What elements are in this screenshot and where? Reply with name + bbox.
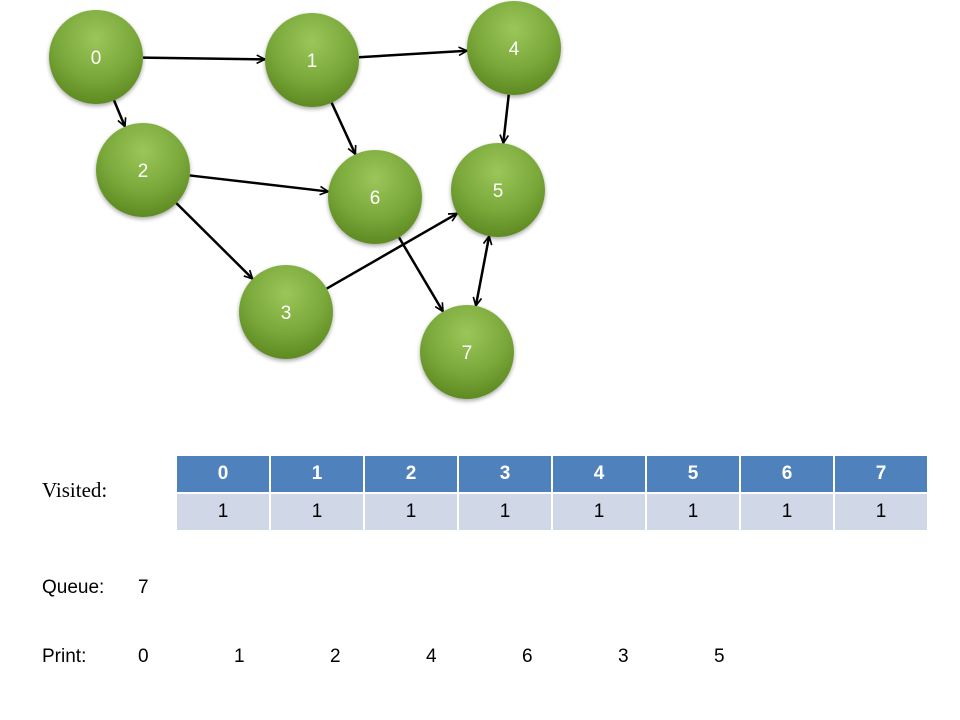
node-circle [451, 143, 545, 237]
visited-header-cell: 4 [551, 456, 646, 494]
edge-3-5 [326, 212, 458, 290]
edge-4-5 [503, 94, 510, 144]
visited-header-cell: 1 [269, 456, 364, 494]
print-item: 5 [714, 646, 725, 667]
print-item: 4 [426, 646, 437, 667]
queue-value: 7 [138, 577, 149, 598]
visited-header-cell: 5 [645, 456, 740, 494]
print-item: 3 [618, 646, 629, 667]
print-item: 6 [522, 646, 533, 667]
visited-value-cell: 1 [833, 493, 927, 530]
visited-value-cell: 1 [739, 493, 834, 530]
edge-2-3 [175, 202, 252, 279]
node-0: 0 [49, 10, 143, 104]
node-3: 3 [239, 265, 333, 359]
node-circle [265, 13, 359, 107]
print-item: 2 [330, 646, 341, 667]
edge-1-4 [358, 51, 467, 59]
visited-value-row: 1 1 1 1 1 1 1 1 [177, 493, 927, 530]
visited-value-cell: 1 [363, 493, 458, 530]
visited-value-cell: 1 [551, 493, 646, 530]
visited-header-cell: 3 [457, 456, 552, 494]
node-label: 3 [281, 303, 292, 324]
edge-7-5 [476, 236, 489, 306]
node-circle [96, 123, 190, 217]
visited-label: Visited: [42, 478, 108, 502]
node-circle [420, 305, 514, 399]
node-1: 1 [265, 13, 359, 107]
edge-1-6 [330, 102, 356, 155]
visited-header-cell: 7 [833, 456, 927, 494]
node-4: 4 [467, 1, 561, 95]
print-item: 0 [138, 646, 149, 667]
visited-header-cell: 2 [363, 456, 458, 494]
visited-header-cell: 0 [177, 456, 270, 494]
edge-6-7 [397, 236, 445, 311]
node-label: 1 [307, 51, 318, 72]
node-label: 4 [509, 39, 520, 60]
visited-header-cell: 6 [739, 456, 834, 494]
edge-0-2 [112, 99, 125, 126]
visited-value-cell: 1 [177, 493, 270, 530]
node-circle [467, 1, 561, 95]
visited-value-cell: 1 [269, 493, 364, 530]
visited-value-cell: 1 [645, 493, 740, 530]
node-6: 6 [328, 150, 422, 244]
node-circle [239, 265, 333, 359]
node-label: 0 [91, 48, 102, 69]
graph-diagram: 0 1 2 3 4 5 6 7 [49, 1, 561, 399]
visited-header-row: 0 1 2 3 4 5 6 7 [177, 456, 927, 494]
node-label: 7 [462, 343, 473, 364]
edge-2-6 [189, 174, 329, 191]
node-label: 2 [138, 161, 149, 182]
visited-value-cell: 1 [457, 493, 552, 530]
node-2: 2 [96, 123, 190, 217]
node-label: 6 [370, 188, 381, 209]
node-5: 5 [451, 143, 545, 237]
print-item: 1 [234, 646, 245, 667]
node-circle [328, 150, 422, 244]
print-label: Print: [42, 646, 87, 667]
node-circle [49, 10, 143, 104]
edge-0-1 [142, 58, 265, 60]
visited-table: 0 1 2 3 4 5 6 7 1 1 1 1 1 1 1 1 [177, 456, 927, 530]
node-label: 5 [493, 181, 504, 202]
node-7: 7 [420, 305, 514, 399]
queue-label: Queue: [42, 577, 105, 598]
